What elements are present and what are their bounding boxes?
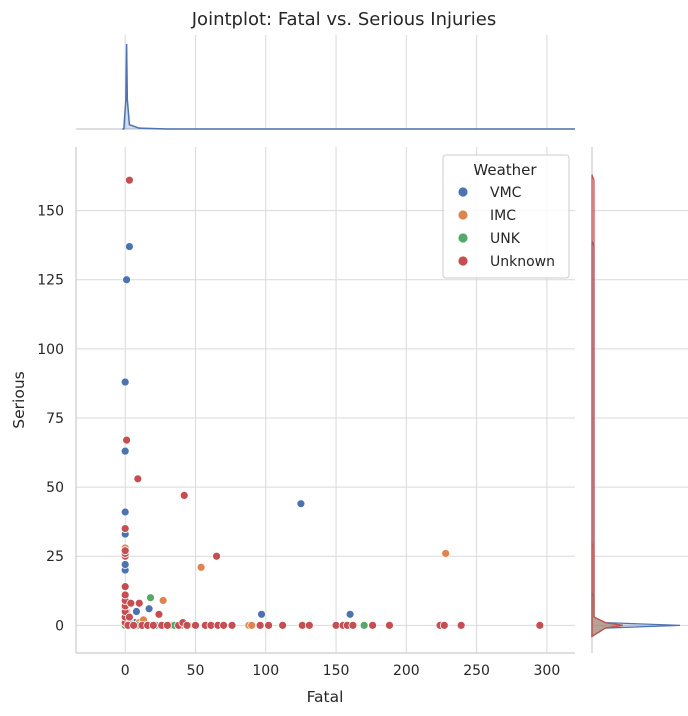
scatter-point [348,620,358,630]
main-axes: 0 50 100 150 200 250 300 0 25 50 75 100 125 150 [37,147,575,679]
chart-title: Jointplot: Fatal vs. Serious Injuries [191,9,497,30]
scatter-point [278,620,288,630]
scatter-point [120,546,130,556]
scatter-point [441,549,451,558]
scatter-point [120,560,130,569]
right-kde-curve [591,240,681,638]
y-tick-label: 100 [37,342,64,358]
scatter-point [264,620,273,630]
scatter-point [146,593,155,603]
scatter-point [125,612,134,622]
scatter-point [385,620,394,630]
scatter-point [126,598,136,608]
y-tick-label: 0 [55,618,64,634]
legend-marker [457,186,469,198]
scatter-point [148,620,158,630]
scatter-point [125,175,134,185]
y-tick-label: 125 [37,273,64,289]
y-tick-label: 150 [37,204,64,220]
x-tick-label: 150 [323,663,350,679]
scatter-point [255,620,265,630]
scatter-point [120,582,130,592]
scatter-point [212,551,221,561]
top-kde-curve [122,43,575,130]
scatter-point [122,435,132,445]
y-tick-label: 75 [46,411,64,427]
scatter-point [439,620,449,630]
scatter-point [144,604,154,614]
legend-label: VMC [490,185,522,201]
scatter-point [120,507,130,517]
scatter-point [182,620,192,630]
scatter-point [247,620,257,630]
scatter-point [191,620,200,630]
scatter-point [535,620,545,630]
scatter-point [134,598,144,608]
scatter-point [368,620,377,630]
legend-title: Weather [473,161,537,179]
legend-label: Unknown [490,254,555,270]
right-kde-curve [591,174,623,638]
legend-label: IMC [490,208,516,224]
legend-frame [442,154,570,279]
scatter-points [120,175,545,630]
y-tick-label: 25 [46,549,64,565]
scatter-point [132,607,141,616]
scatter-point [296,499,306,509]
x-axis-label: Fatal [307,688,344,706]
legend-marker [457,209,469,221]
scatter-point [304,620,314,630]
scatter-point [257,609,266,619]
scatter-point [120,446,130,456]
scatter-point [122,275,132,285]
scatter-point [196,562,206,572]
scatter-point [133,474,143,484]
scatter-point [345,609,355,619]
scatter-point [219,620,228,630]
scatter-point [120,377,130,387]
scatter-point [162,620,172,630]
x-tick-label: 50 [187,663,205,679]
x-tick-label: 100 [252,663,279,679]
legend-marker [457,232,469,244]
scatter-point [129,620,139,630]
y-axis-label: Serious [10,371,28,428]
y-tick-label: 50 [46,480,64,496]
legend: Weather VMC IMC UNK Unknown [442,154,570,279]
x-tick-label: 300 [534,663,561,679]
x-tick-label: 200 [393,663,420,679]
scatter-point [179,490,189,500]
scatter-point [120,524,130,533]
scatter-point [158,596,168,605]
legend-label: UNK [490,231,521,247]
scatter-point [125,242,134,251]
right-marginal-kde [591,147,688,653]
x-tick-label: 0 [121,663,130,679]
scatter-point [227,620,237,630]
scatter-point [456,620,466,630]
scatter-point [154,609,164,619]
scatter-point [359,620,369,630]
x-tick-label: 250 [463,663,490,679]
top-marginal-kde [76,35,575,130]
legend-marker [457,255,469,267]
scatter-point [120,590,130,600]
